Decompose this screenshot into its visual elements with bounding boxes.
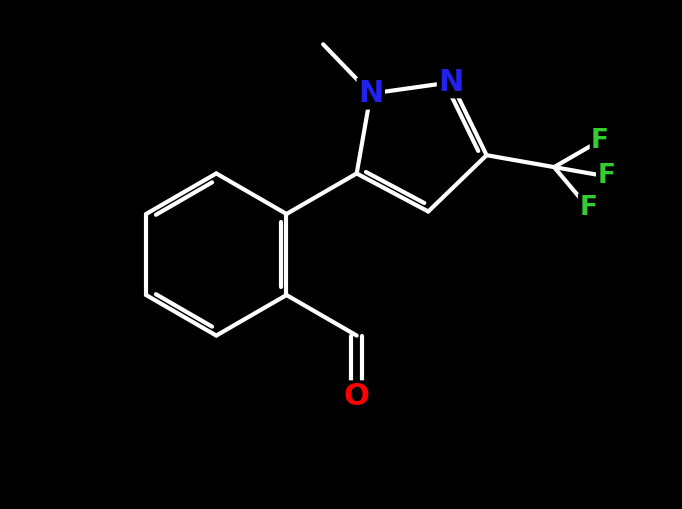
Text: O: O	[344, 382, 370, 411]
Text: F: F	[591, 128, 609, 154]
Text: N: N	[439, 68, 464, 97]
Text: N: N	[358, 79, 383, 108]
Text: F: F	[579, 195, 597, 221]
Text: F: F	[597, 163, 615, 189]
